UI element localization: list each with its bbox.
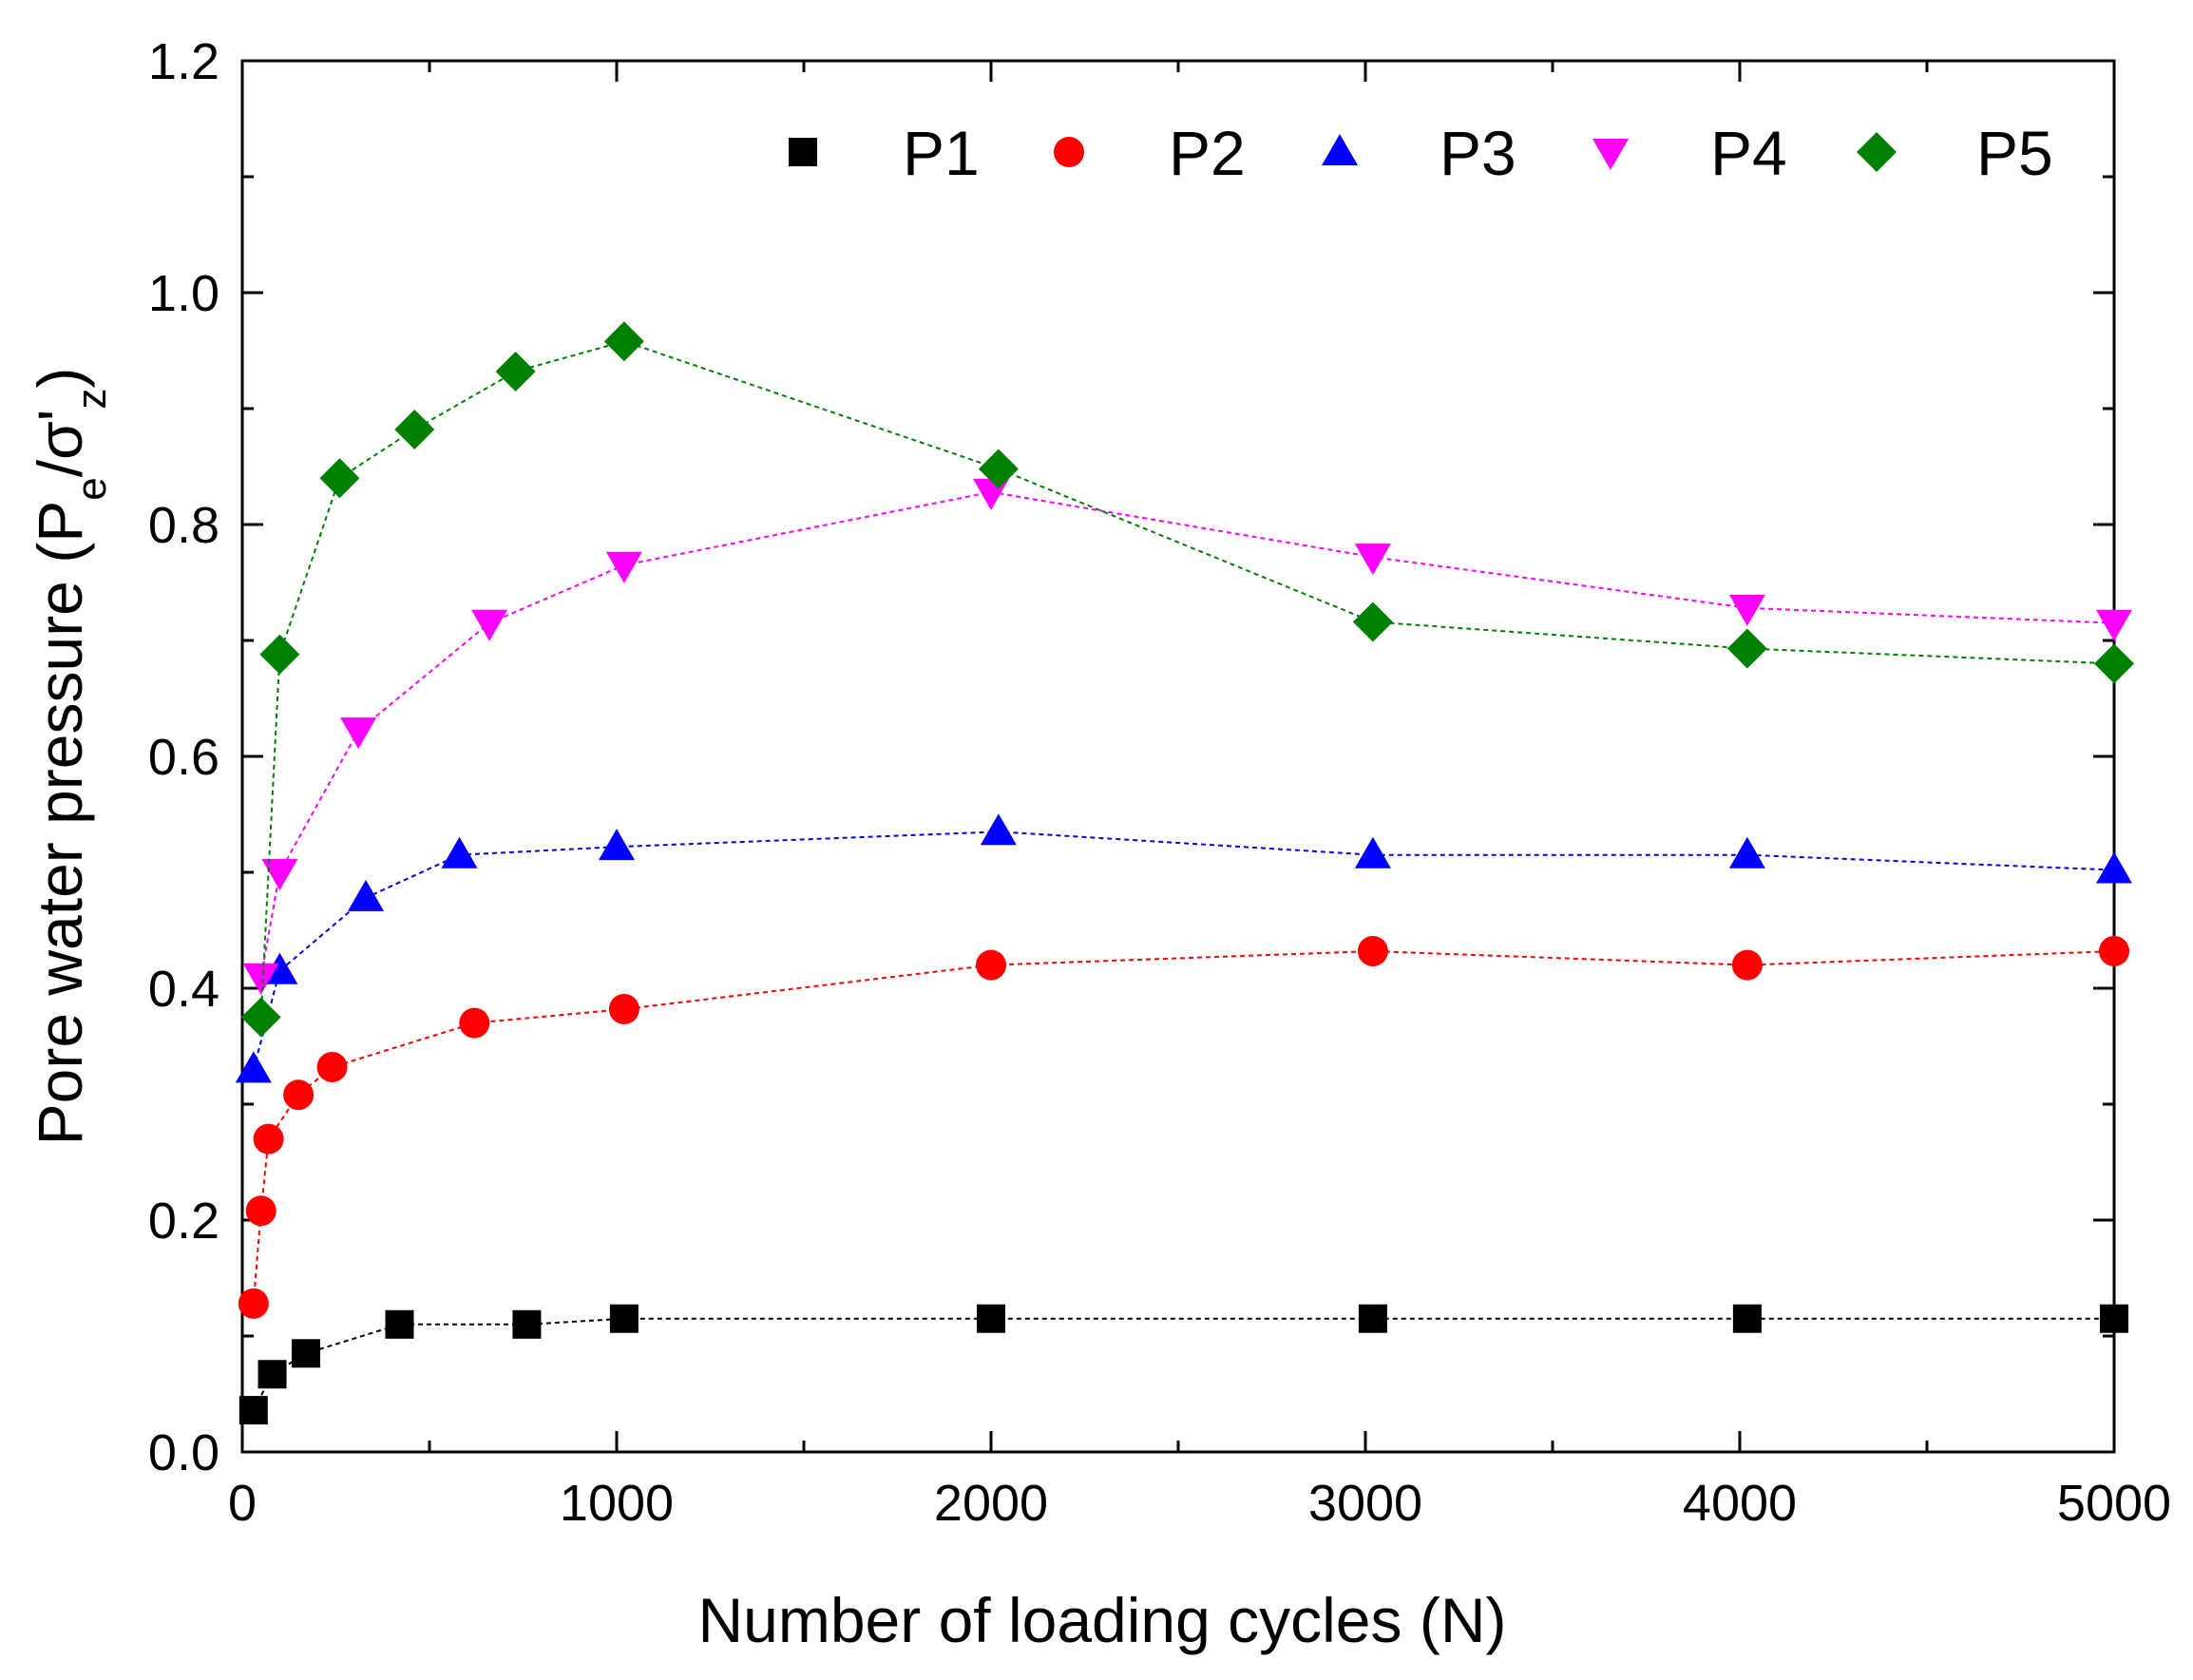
data-point-p2 bbox=[283, 1079, 315, 1111]
data-point-p3 bbox=[235, 1051, 272, 1083]
data-point-p2 bbox=[459, 1007, 490, 1039]
series-layer bbox=[235, 321, 2134, 1425]
x-tick-label: 3000 bbox=[1308, 1475, 1422, 1532]
data-point-p3 bbox=[441, 836, 478, 869]
data-point-p1 bbox=[2100, 1304, 2128, 1333]
data-point-p1 bbox=[977, 1304, 1005, 1333]
legend-marker bbox=[1592, 139, 1629, 170]
y-tick-label: 0.8 bbox=[148, 497, 219, 554]
data-point-p5 bbox=[240, 997, 281, 1038]
data-point-p1 bbox=[238, 1396, 268, 1425]
legend-item-p1: P1 bbox=[789, 118, 980, 188]
legend-label: P3 bbox=[1440, 118, 1516, 188]
legend-label: P2 bbox=[1169, 118, 1246, 188]
data-point-p5 bbox=[2094, 643, 2134, 684]
data-point-p1 bbox=[385, 1309, 414, 1339]
data-point-p5 bbox=[259, 634, 300, 675]
data-point-p4 bbox=[2096, 609, 2132, 641]
series-p2 bbox=[238, 935, 2129, 1319]
x-tick-label: 4000 bbox=[1683, 1475, 1797, 1532]
data-point-p2 bbox=[245, 1195, 277, 1227]
x-tick-label: 1000 bbox=[560, 1475, 674, 1532]
series-p1 bbox=[238, 1304, 2128, 1425]
data-point-p5 bbox=[1352, 601, 1393, 642]
legend-label: P5 bbox=[1976, 118, 2053, 188]
data-point-p2 bbox=[316, 1051, 348, 1082]
x-tick-label: 5000 bbox=[2057, 1475, 2171, 1532]
data-point-p1 bbox=[512, 1309, 542, 1339]
series-p5 bbox=[240, 321, 2134, 1038]
data-point-p4 bbox=[340, 717, 377, 750]
data-point-p5 bbox=[603, 321, 644, 362]
series-line-p4 bbox=[259, 490, 2115, 977]
axes: 0 1000 2000 3000 4000 5000 0.0 0.2 0.4 0.6 0.8 1.0 1… bbox=[148, 33, 2171, 1532]
y-tick-label: 0.0 bbox=[148, 1424, 219, 1481]
data-point-p2 bbox=[238, 1288, 269, 1319]
data-point-p1 bbox=[609, 1304, 639, 1333]
legend-label: P4 bbox=[1710, 118, 1787, 188]
x-axis-title: Number of loading cycles (N) bbox=[698, 1585, 1507, 1655]
legend: P1 P2 P3 P4 P5 bbox=[789, 118, 2053, 188]
data-point-p2 bbox=[976, 949, 1006, 981]
data-point-p2 bbox=[608, 993, 639, 1024]
data-point-p4 bbox=[1728, 594, 1765, 626]
legend-marker bbox=[1322, 134, 1358, 165]
data-point-p3 bbox=[980, 813, 1017, 846]
data-point-p2 bbox=[1731, 949, 1763, 981]
data-point-p3 bbox=[599, 829, 635, 861]
data-point-p5 bbox=[394, 409, 435, 449]
data-point-p1 bbox=[291, 1339, 320, 1368]
series-p4 bbox=[242, 478, 2132, 995]
data-point-p5 bbox=[319, 458, 360, 499]
legend-label: P1 bbox=[903, 118, 980, 188]
y-tick-label: 0.2 bbox=[148, 1193, 219, 1250]
series-line-p1 bbox=[252, 1317, 2114, 1411]
plot-frame bbox=[240, 59, 2116, 1454]
legend-item-p3: P3 bbox=[1322, 118, 1516, 188]
data-point-p1 bbox=[257, 1360, 287, 1389]
y-tick-label: 0.6 bbox=[148, 729, 219, 786]
legend-item-p5: P5 bbox=[1857, 118, 2053, 188]
data-point-p5 bbox=[495, 351, 536, 391]
data-point-p4 bbox=[605, 551, 642, 583]
data-point-p5 bbox=[978, 449, 1019, 489]
data-point-p2 bbox=[1357, 935, 1388, 966]
legend-marker bbox=[1857, 132, 1897, 172]
data-point-p1 bbox=[1732, 1304, 1762, 1333]
data-point-p3 bbox=[1354, 836, 1391, 869]
data-point-p4 bbox=[471, 609, 508, 641]
legend-item-p2: P2 bbox=[1054, 118, 1246, 188]
series-line-p5 bbox=[259, 340, 2115, 1018]
series-line-p2 bbox=[252, 949, 2115, 1304]
y-tick-label: 1.0 bbox=[148, 265, 219, 322]
legend-item-p4: P4 bbox=[1592, 118, 1787, 188]
legend-marker bbox=[789, 138, 817, 166]
data-point-p4 bbox=[242, 963, 279, 995]
series-line-p3 bbox=[252, 830, 2115, 1070]
y-axis-title: Pore water pressure (Pe/σ'z) bbox=[25, 368, 115, 1146]
legend-marker bbox=[1054, 137, 1084, 167]
x-tick-label: 0 bbox=[228, 1475, 257, 1532]
x-tick-label: 2000 bbox=[934, 1475, 1048, 1532]
data-point-p2 bbox=[253, 1123, 284, 1155]
series-p3 bbox=[235, 813, 2132, 1083]
data-point-p3 bbox=[1728, 836, 1765, 869]
data-point-p2 bbox=[2099, 935, 2129, 966]
data-point-p1 bbox=[1358, 1304, 1387, 1333]
data-point-p3 bbox=[2096, 851, 2132, 884]
data-point-p4 bbox=[261, 859, 298, 890]
data-point-p3 bbox=[348, 879, 385, 911]
data-point-p5 bbox=[1726, 628, 1767, 669]
data-point-p4 bbox=[1354, 544, 1391, 576]
y-tick-label: 1.2 bbox=[148, 33, 219, 90]
y-tick-label: 0.4 bbox=[148, 961, 219, 1018]
